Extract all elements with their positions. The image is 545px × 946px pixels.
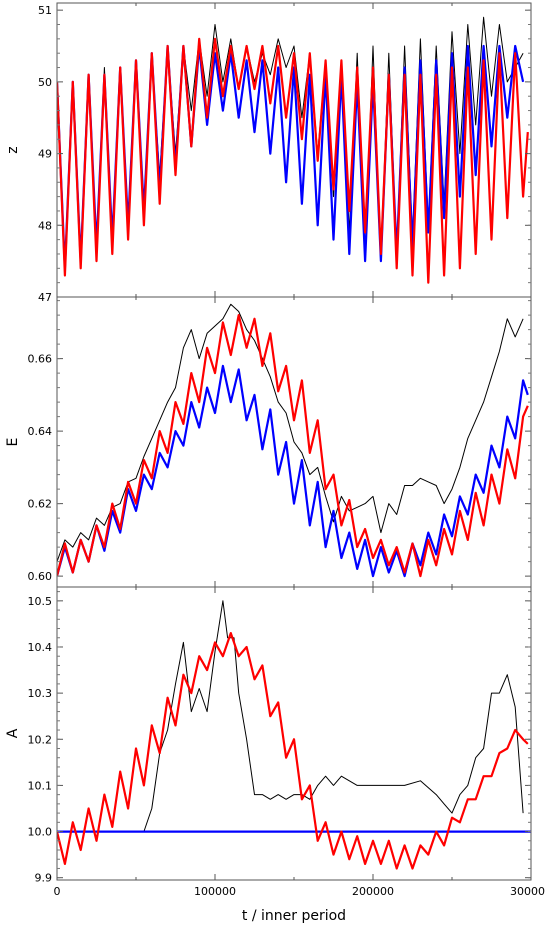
y-tick-label: 0.64 (28, 425, 53, 438)
y-tick-label: 50 (38, 76, 52, 89)
plot-frame (56, 586, 532, 881)
x-tick-label: 200000 (352, 885, 394, 898)
y-axis-label: A (5, 728, 21, 738)
y-tick-label: 10.2 (28, 733, 53, 746)
series-line-z-red (57, 37, 529, 284)
x-tick-label: 100000 (194, 885, 236, 898)
series-line-E-blue (57, 364, 529, 578)
y-tick-label: 0.60 (28, 570, 53, 583)
series-line-A-black (57, 600, 524, 833)
y-tick-label: 9.9 (35, 872, 53, 885)
y-tick-label: 10.3 (28, 687, 53, 700)
x-axis-label: t / inner period (242, 908, 346, 924)
x-tick-label: 300000 (510, 885, 545, 898)
y-tick-label: 47 (38, 291, 52, 304)
panel-z: 47 48 49 50 51 z (5, 2, 532, 304)
series-line-A-red (57, 631, 529, 870)
x-tick-label: 0 (54, 885, 61, 898)
panel-A: 9.9 10.0 10.1 10.2 10.3 10.4 10.5 0 100000 200000… (5, 586, 545, 924)
y-tick-label: 10.5 (28, 595, 53, 608)
y-tick-label: 10.1 (28, 779, 53, 792)
y-tick-label: 49 (38, 148, 52, 161)
y-tick-label: 48 (38, 219, 52, 232)
series-line-E-black (57, 303, 524, 562)
series-line-E-red (57, 314, 529, 578)
y-axis-label: z (5, 146, 21, 153)
y-tick-label: 10.4 (28, 641, 53, 654)
y-tick-label: 10.0 (28, 826, 53, 839)
panel-E: 0.60 0.62 0.64 0.66 E (5, 296, 532, 588)
y-tick-label: 0.62 (28, 498, 53, 511)
y-tick-label: 51 (38, 4, 52, 17)
y-axis-label: E (5, 438, 21, 447)
y-tick-label: 0.66 (28, 353, 53, 366)
